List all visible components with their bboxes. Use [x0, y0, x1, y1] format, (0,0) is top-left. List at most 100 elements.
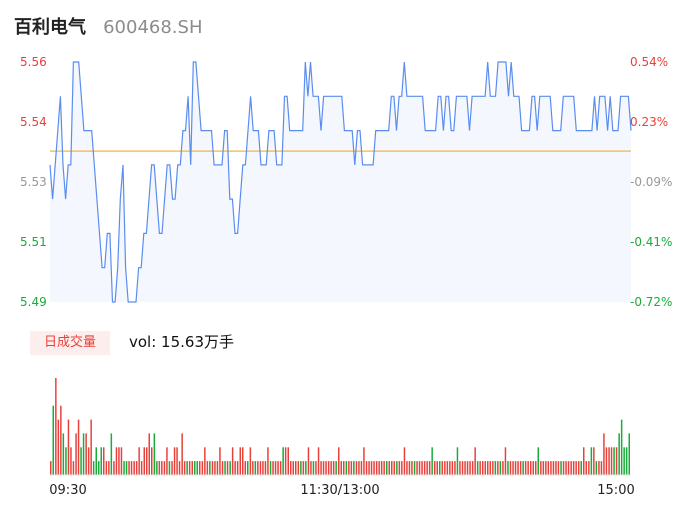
volume-bar [583, 447, 585, 475]
volume-bar [567, 461, 570, 475]
volume-bar [125, 461, 128, 475]
volume-bar [476, 461, 479, 475]
volume-bar [365, 461, 368, 475]
volume-bar [497, 461, 499, 475]
volume-bar [229, 461, 231, 475]
volume-bar [113, 461, 115, 475]
volume-bar [537, 447, 539, 475]
volume-bar [103, 447, 105, 475]
volume-bar [85, 433, 87, 475]
volume-bar [98, 461, 100, 475]
volume-bar [153, 433, 156, 475]
volume-bar [322, 461, 325, 475]
volume-bar [466, 461, 469, 475]
volume-bar [211, 461, 214, 475]
volume-bar [618, 433, 620, 475]
volume-bar [628, 433, 630, 475]
volume-bar [52, 405, 54, 475]
volume-bar [224, 461, 226, 475]
price-tick: 5.54 [20, 115, 47, 129]
volume-bar [540, 461, 542, 475]
volume-bar [310, 461, 312, 475]
volume-bar [355, 461, 358, 475]
volume-bar [163, 461, 166, 475]
volume-bar [287, 447, 289, 475]
price-line [49, 61, 632, 303]
volume-bar [330, 461, 332, 475]
volume-bar [454, 461, 456, 475]
volume-bar [504, 447, 507, 475]
volume-bar [509, 461, 512, 475]
volume-bar [138, 447, 140, 475]
volume-bar [484, 461, 486, 475]
volume-bar [348, 461, 350, 475]
volume-bar [474, 447, 476, 475]
volume-bar [178, 461, 181, 475]
volume-bar [219, 447, 221, 475]
volume-bar [259, 461, 262, 475]
volume-bar [444, 461, 446, 475]
volume-bar [608, 447, 610, 475]
volume-bar [161, 461, 163, 475]
volume-bar [194, 461, 196, 475]
volume-bar [423, 461, 426, 475]
volume-bar [143, 447, 145, 475]
volume-bar [199, 461, 201, 475]
volume-bar [332, 461, 335, 475]
stock-header: 百利电气 600468.SH [14, 13, 203, 39]
daily-volume-tab[interactable]: 日成交量 [30, 331, 110, 355]
volume-bar [441, 461, 443, 475]
volume-bar [406, 461, 408, 475]
volume-bar [302, 461, 305, 475]
percent-tick: -0.09% [630, 175, 672, 189]
volume-bar [519, 461, 522, 475]
volume-bar [393, 461, 395, 475]
volume-bar [335, 461, 337, 475]
volume-bar [550, 461, 552, 475]
volume-bar [595, 461, 598, 475]
volume-bar [431, 447, 433, 475]
stock-name: 百利电气 [14, 17, 86, 38]
volume-bar [522, 461, 524, 475]
volume-bar [570, 461, 572, 475]
volume-bar [317, 447, 320, 475]
price-area-fill [50, 62, 631, 302]
volume-bar [565, 461, 567, 475]
volume-bar [252, 461, 254, 475]
volume-bar [620, 419, 623, 475]
volume-bar [118, 447, 120, 475]
volume-bar [173, 447, 176, 475]
volume-bar [90, 419, 92, 475]
volume-bar [360, 461, 363, 475]
volume-bar [133, 461, 135, 475]
volume-bar [542, 461, 545, 475]
volume-bar [492, 461, 494, 475]
volume-bar [60, 405, 62, 475]
volume-bar [214, 461, 216, 475]
volume-bar [320, 461, 322, 475]
volume-bar [130, 461, 133, 475]
volume-bar [274, 461, 277, 475]
volume-bar [530, 461, 532, 475]
volume-bar [547, 461, 550, 475]
volume-bar [593, 447, 595, 475]
volume-bar [600, 461, 603, 475]
volume-bar [108, 461, 110, 475]
volume-bar [257, 461, 259, 475]
volume-bar [272, 461, 274, 475]
volume-bar [279, 461, 282, 475]
volume-bar [391, 461, 393, 475]
volume-bar [231, 447, 234, 475]
volume-bar [206, 461, 209, 475]
volume-bar [464, 461, 466, 475]
volume-value: vol: 15.63万手 [129, 333, 234, 351]
volume-bar [140, 461, 143, 475]
volume-bar [560, 461, 562, 475]
volume-bar [413, 461, 416, 475]
volume-bar [305, 461, 307, 475]
volume-bar [95, 447, 97, 475]
volume-bar [267, 447, 269, 475]
volume-bar [449, 461, 451, 475]
volume-bar [50, 461, 52, 475]
percent-tick: 0.54% [630, 55, 668, 69]
